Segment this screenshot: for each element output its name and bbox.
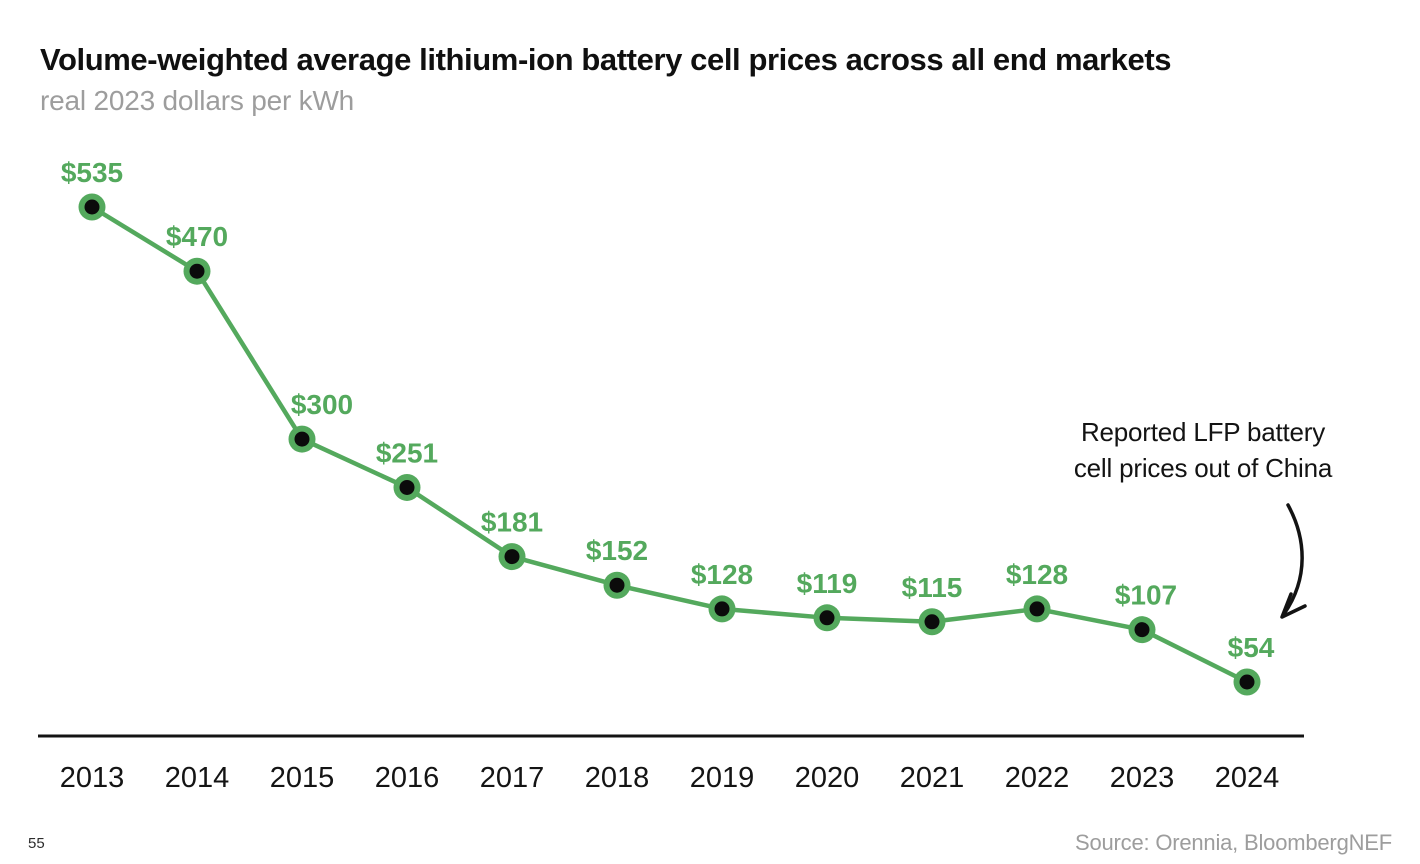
data-point-marker (609, 577, 625, 593)
year-tick-label: 2021 (900, 762, 965, 794)
price-label: $251 (376, 437, 438, 468)
year-tick-label: 2013 (60, 762, 125, 794)
year-tick-label: 2017 (480, 762, 545, 794)
price-label: $128 (1006, 559, 1068, 590)
price-label: $128 (691, 559, 753, 590)
price-label: $54 (1228, 632, 1275, 663)
price-line (89, 204, 1250, 685)
source-attribution: Source: Orennia, BloombergNEF (1074, 830, 1392, 855)
price-label: $115 (902, 572, 963, 603)
data-point-marker (819, 610, 835, 626)
price-label: $107 (1115, 580, 1177, 611)
chart-subtitle: real 2023 dollars per kWh (40, 85, 355, 116)
year-tick-label: 2024 (1215, 762, 1280, 794)
year-tick-label: 2022 (1005, 762, 1070, 794)
year-tick-label: 2016 (375, 762, 440, 794)
price-label: $152 (586, 535, 648, 566)
chart-title: Volume-weighted average lithium-ion batt… (40, 42, 1172, 77)
annotation-line-1: Reported LFP battery (1080, 417, 1326, 447)
annotation-label: Reported LFP battery cell prices out of … (1038, 414, 1368, 486)
price-label: $119 (797, 568, 858, 599)
price-label: $535 (61, 157, 123, 188)
price-label: $181 (481, 507, 543, 538)
data-point-marker (84, 199, 100, 215)
year-tick-label: 2015 (270, 762, 335, 794)
data-point-marker (1239, 674, 1255, 690)
price-label: $300 (291, 389, 353, 420)
data-point-marker (714, 601, 730, 617)
data-point-marker (399, 479, 415, 495)
year-tick-label: 2023 (1110, 762, 1175, 794)
page-number: 55 (28, 835, 45, 852)
year-tick-label: 2018 (585, 762, 650, 794)
data-point-marker (924, 614, 940, 630)
annotation-line-2: cell prices out of China (1073, 453, 1333, 483)
data-point-marker (1134, 622, 1150, 638)
data-point-marker (294, 431, 310, 447)
annotation-arrow-icon (1280, 503, 1307, 619)
data-point-marker (189, 263, 205, 279)
year-tick-label: 2014 (165, 762, 230, 794)
data-point-marker (504, 549, 520, 565)
data-point-marker (1029, 601, 1045, 617)
year-tick-label: 2020 (795, 762, 860, 794)
price-label: $470 (166, 221, 228, 252)
year-tick-label: 2019 (690, 762, 755, 794)
